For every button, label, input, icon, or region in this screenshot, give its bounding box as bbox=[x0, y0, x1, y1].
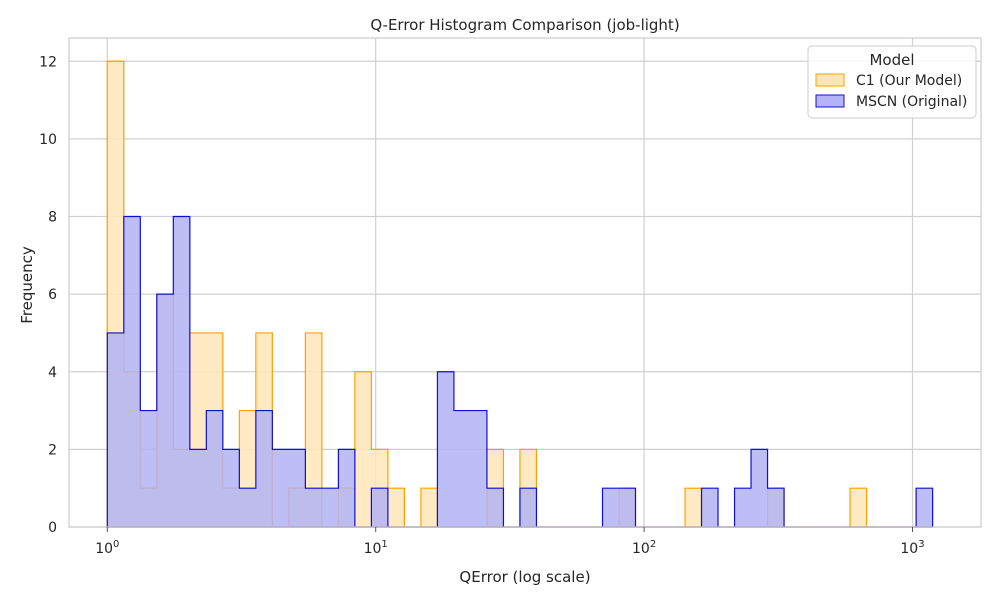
legend-swatch-c1 bbox=[815, 73, 845, 87]
y-tick-label: 6 bbox=[48, 287, 57, 303]
y-axis-ticks: 0 2 4 6 8 10 12 bbox=[39, 54, 57, 536]
y-tick-label: 4 bbox=[48, 365, 57, 381]
series-1 bbox=[106, 215, 934, 528]
series-area-0 bbox=[107, 61, 933, 528]
y-tick-label: 8 bbox=[48, 210, 57, 226]
legend-label-mscn: MSCN (Original) bbox=[856, 94, 967, 110]
chart-title: Q-Error Histogram Comparison (job-light) bbox=[370, 16, 679, 34]
y-tick-label: 2 bbox=[48, 442, 57, 458]
legend-swatch-mscn bbox=[815, 94, 845, 108]
y-tick-label: 10 bbox=[39, 132, 57, 148]
legend-box bbox=[807, 45, 977, 119]
y-tick-label: 12 bbox=[39, 54, 57, 70]
series-outline-1 bbox=[106, 215, 934, 528]
legend-label-c1: C1 (Our Model) bbox=[856, 73, 962, 89]
y-axis-label: Frequency bbox=[18, 246, 36, 324]
x-axis-label: QError (log scale) bbox=[459, 568, 590, 586]
y-tick-label: 0 bbox=[48, 520, 57, 536]
plot-frame bbox=[68, 37, 982, 528]
legend: Model C1 (Our Model) MSCN (Original) bbox=[807, 45, 977, 119]
legend-title: Model bbox=[869, 51, 914, 69]
